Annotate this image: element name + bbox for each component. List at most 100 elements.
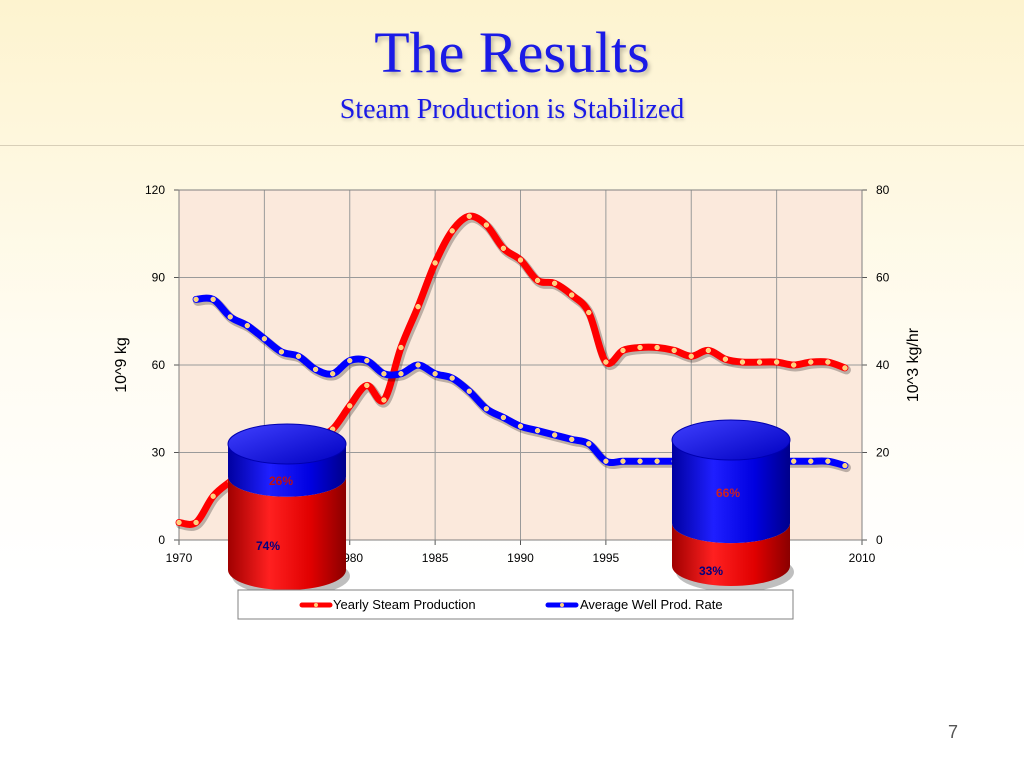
legend-label: Yearly Steam Production [333, 597, 476, 612]
data-point [415, 362, 421, 368]
cylinder-top-cap [227, 423, 347, 465]
data-point [603, 458, 609, 464]
data-point [637, 344, 643, 351]
data-point [176, 519, 182, 526]
data-point [688, 353, 694, 359]
chart-legend: Yearly Steam Production Average Well Prod… [237, 589, 794, 620]
data-point [449, 228, 455, 234]
cylinder-top-cap [671, 419, 791, 461]
x-tick-label: 1970 [166, 551, 193, 565]
cylinder-top-label: 26% [269, 474, 293, 488]
data-point [193, 519, 199, 526]
data-point [312, 366, 319, 373]
data-point [825, 458, 831, 464]
data-point [330, 371, 336, 377]
cylinder-segment-red [672, 523, 790, 586]
data-point [620, 458, 626, 464]
data-point [808, 458, 814, 464]
data-point [466, 213, 472, 219]
data-point [791, 458, 797, 464]
y-right-tick-label: 20 [876, 446, 890, 460]
data-point [432, 371, 438, 377]
data-point [534, 427, 541, 434]
data-point [569, 436, 575, 443]
data-point [483, 222, 490, 228]
data-point [227, 314, 233, 320]
data-point [586, 309, 592, 316]
title-divider [0, 145, 1024, 146]
plot-frame [178, 189, 863, 541]
data-point [705, 347, 711, 354]
x-tick-label: 2010 [849, 551, 876, 565]
slide-subtitle: Steam Production is Stabilized [339, 94, 685, 125]
data-point [637, 458, 643, 464]
data-point [773, 359, 780, 365]
data-point [193, 296, 199, 303]
cylinder-top-label: 66% [716, 486, 740, 500]
data-point [364, 357, 370, 364]
data-point [381, 371, 387, 377]
data-point [603, 359, 609, 365]
data-point [517, 257, 524, 263]
data-point [500, 245, 507, 251]
legend-item: Yearly Steam Production [299, 597, 476, 612]
cylinder-bottom-label: 74% [256, 539, 280, 553]
data-point [347, 403, 353, 409]
data-point [449, 375, 455, 381]
data-point [825, 359, 831, 365]
data-point [808, 359, 814, 365]
cylinder-1: 26% 74% [227, 423, 350, 596]
data-point [210, 296, 216, 303]
data-point [261, 336, 268, 342]
data-point [552, 432, 558, 438]
cylinder-segment-blue [672, 440, 790, 544]
data-point [756, 359, 763, 365]
cylinder-segment-red [228, 476, 346, 590]
y-left-axis-title: 10^9 kg [113, 337, 130, 393]
y-right-tick-label: 0 [876, 533, 883, 547]
data-point [739, 359, 746, 365]
data-point [466, 388, 472, 394]
y-right-tick-label: 60 [876, 271, 890, 285]
data-point [842, 365, 848, 371]
data-point [654, 344, 660, 351]
y-right-tick-label: 40 [876, 358, 890, 372]
data-point [415, 304, 421, 310]
y-left-tick-label: 90 [152, 271, 166, 285]
y-left-tick-label: 120 [145, 183, 165, 197]
y-left-tick-label: 0 [158, 533, 165, 547]
cylinder-bottom-label: 33% [699, 564, 723, 578]
data-point [364, 382, 370, 389]
x-tick-label: 1995 [593, 551, 620, 565]
legend-label: Average Well Prod. Rate [580, 597, 723, 612]
data-point [517, 423, 524, 429]
data-point [432, 260, 438, 266]
legend-marker [560, 603, 564, 607]
data-point [620, 347, 626, 354]
slide-title: The Results [374, 20, 650, 85]
data-point [210, 493, 216, 499]
y-right-tick-label: 80 [876, 183, 890, 197]
data-point [295, 353, 302, 359]
y-left-tick-label: 60 [152, 358, 166, 372]
data-point [534, 277, 541, 284]
data-point [722, 356, 729, 362]
data-point [569, 292, 575, 298]
data-point [791, 362, 797, 368]
legend-marker [314, 603, 318, 607]
data-point [500, 414, 507, 421]
cylinder-layer: 26% 74% 66% 33% [227, 419, 794, 596]
data-point [654, 458, 660, 464]
y-left-tick-label: 30 [152, 446, 166, 460]
data-point [347, 357, 353, 364]
cylinder-2: 66% 33% [671, 419, 794, 592]
data-point [483, 406, 490, 412]
data-point [381, 397, 387, 403]
data-point [398, 371, 404, 377]
legend-item: Average Well Prod. Rate [545, 597, 723, 612]
data-point [278, 349, 285, 355]
data-point [552, 280, 558, 286]
page-number: 7 [947, 722, 958, 742]
data-point [398, 344, 404, 351]
